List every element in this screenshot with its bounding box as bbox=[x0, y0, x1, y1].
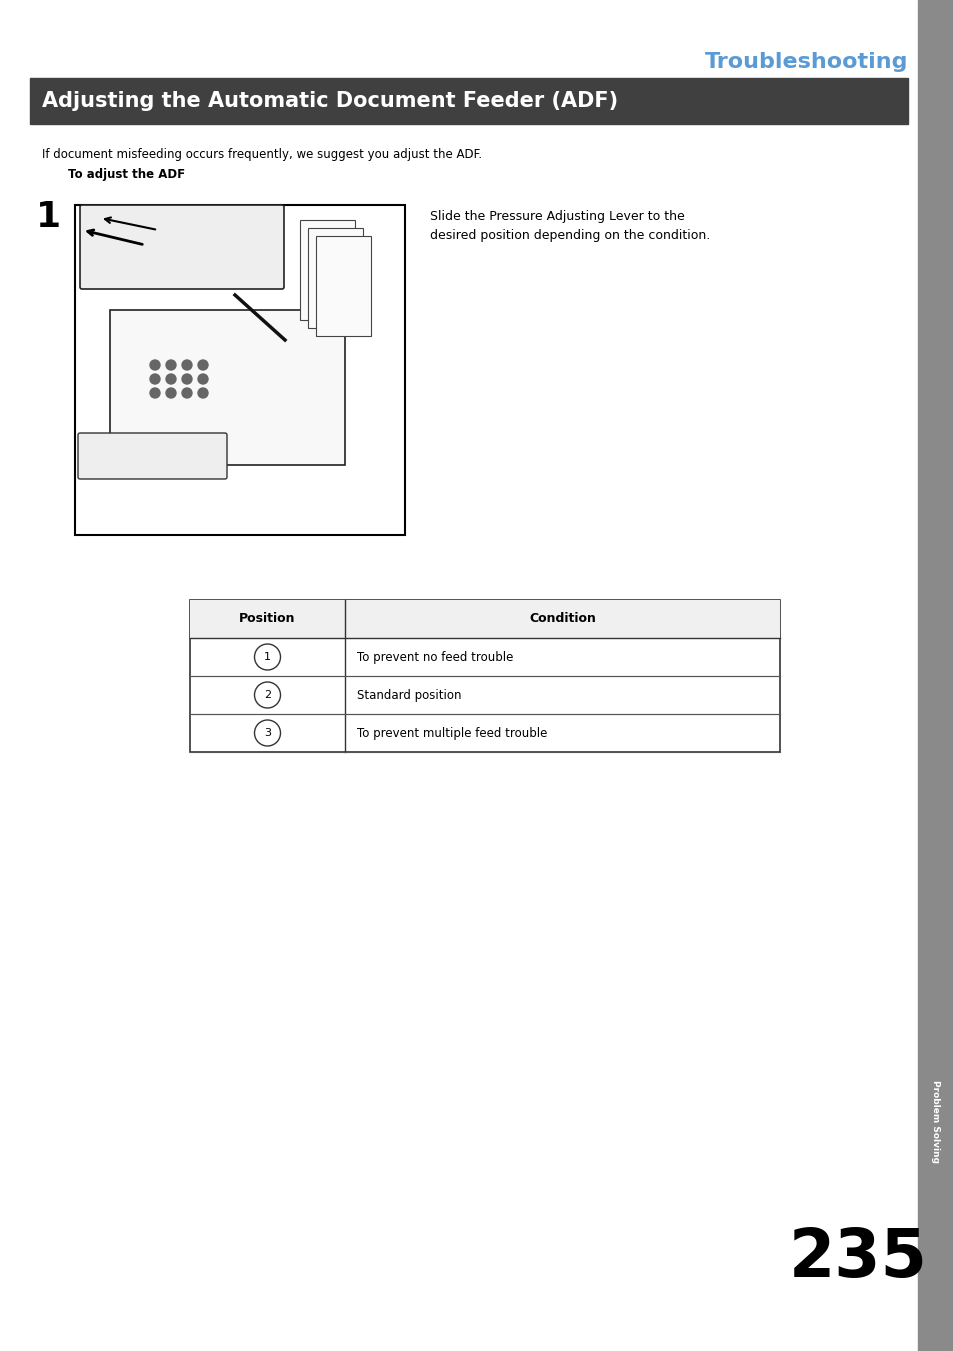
Circle shape bbox=[166, 374, 175, 384]
Text: 235: 235 bbox=[788, 1225, 926, 1292]
FancyBboxPatch shape bbox=[78, 434, 227, 480]
Text: Position: Position bbox=[239, 612, 295, 626]
Bar bbox=[190, 600, 780, 638]
Circle shape bbox=[254, 682, 280, 708]
Text: Slide the Pressure Adjusting Lever to the
desired position depending on the cond: Slide the Pressure Adjusting Lever to th… bbox=[430, 209, 709, 242]
Circle shape bbox=[182, 388, 192, 399]
Text: Problem Solving: Problem Solving bbox=[930, 1079, 940, 1163]
Text: Troubleshooting: Troubleshooting bbox=[703, 51, 907, 72]
Bar bbox=[30, 78, 907, 124]
Circle shape bbox=[198, 359, 208, 370]
Text: 1: 1 bbox=[264, 653, 271, 662]
Circle shape bbox=[254, 720, 280, 746]
Bar bbox=[299, 220, 355, 320]
Bar bbox=[190, 600, 780, 753]
Circle shape bbox=[182, 359, 192, 370]
Circle shape bbox=[198, 374, 208, 384]
Circle shape bbox=[150, 374, 160, 384]
Bar bbox=[110, 309, 345, 465]
Text: 3: 3 bbox=[264, 728, 271, 738]
Circle shape bbox=[166, 359, 175, 370]
Text: If document misfeeding occurs frequently, we suggest you adjust the ADF.: If document misfeeding occurs frequently… bbox=[42, 149, 481, 161]
Text: Standard position: Standard position bbox=[356, 689, 461, 701]
Bar bbox=[315, 236, 371, 336]
Circle shape bbox=[198, 388, 208, 399]
Text: 1: 1 bbox=[36, 200, 61, 234]
Text: Condition: Condition bbox=[529, 612, 596, 626]
Circle shape bbox=[182, 374, 192, 384]
Circle shape bbox=[254, 644, 280, 670]
Circle shape bbox=[150, 359, 160, 370]
Bar bbox=[917, 0, 953, 1351]
Text: 2: 2 bbox=[264, 690, 271, 700]
Bar bbox=[308, 228, 363, 328]
Bar bbox=[75, 205, 405, 535]
Text: Adjusting the Automatic Document Feeder (ADF): Adjusting the Automatic Document Feeder … bbox=[42, 91, 618, 111]
FancyBboxPatch shape bbox=[80, 205, 284, 289]
Text: To adjust the ADF: To adjust the ADF bbox=[68, 168, 185, 181]
Circle shape bbox=[150, 388, 160, 399]
Text: To prevent multiple feed trouble: To prevent multiple feed trouble bbox=[356, 727, 547, 739]
Text: To prevent no feed trouble: To prevent no feed trouble bbox=[356, 650, 513, 663]
Circle shape bbox=[166, 388, 175, 399]
